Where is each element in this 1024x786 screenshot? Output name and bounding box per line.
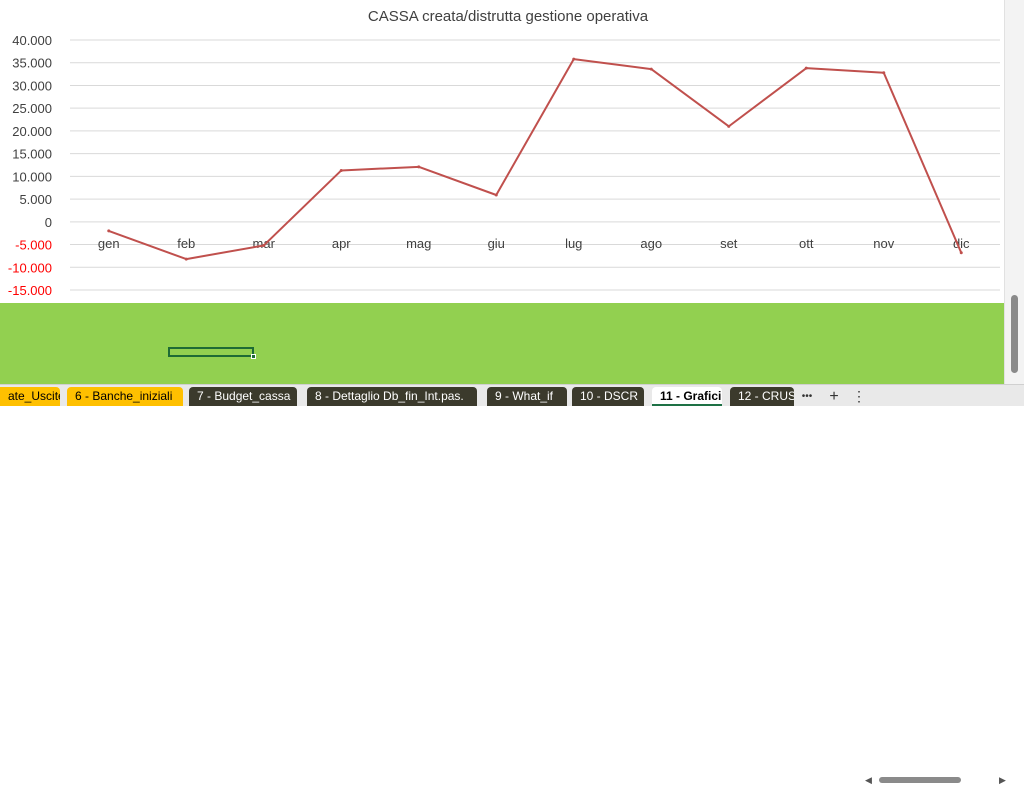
x-tick-label: giu xyxy=(488,236,505,251)
right-arrow-icon[interactable]: ▶ xyxy=(999,775,1006,785)
tab-crus[interactable]: 12 - CRUS xyxy=(730,387,794,406)
x-tick-label: feb xyxy=(177,236,195,251)
data-point[interactable] xyxy=(727,124,731,128)
y-tick-label: 15.000 xyxy=(12,147,52,162)
y-tick-label: 40.000 xyxy=(12,33,52,48)
y-tick-label: 5.000 xyxy=(19,192,52,207)
y-tick-label: -10.000 xyxy=(8,260,52,275)
x-tick-label: apr xyxy=(332,236,351,251)
tab-grafici[interactable]: 11 - Grafici xyxy=(652,387,722,406)
add-sheet-button[interactable]: + xyxy=(829,388,839,405)
x-tick-label: mag xyxy=(406,236,431,251)
data-point[interactable] xyxy=(649,67,653,71)
series-line[interactable] xyxy=(108,58,963,261)
x-tick-label: dic xyxy=(953,236,970,251)
y-tick-label: 25.000 xyxy=(12,101,52,116)
left-arrow-icon[interactable]: ◀ xyxy=(865,775,872,785)
more-tabs-button[interactable]: ••• xyxy=(801,391,813,402)
tab-dettaglio-db[interactable]: 8 - Dettaglio Db_fin_Int.pas. xyxy=(307,387,477,406)
selected-cell[interactable] xyxy=(168,347,254,357)
tab-options-button[interactable]: ⋮ xyxy=(852,388,866,404)
y-tick-label: 0 xyxy=(45,215,52,230)
tab-budget-cassa[interactable]: 7 - Budget_cassa xyxy=(189,387,297,406)
data-point[interactable] xyxy=(882,71,886,75)
x-tick-label: ott xyxy=(799,236,814,251)
tab-what-if[interactable]: 9 - What_if xyxy=(487,387,567,406)
data-point[interactable] xyxy=(417,165,421,169)
data-point[interactable] xyxy=(339,168,343,172)
y-tick-label: 35.000 xyxy=(12,56,52,71)
data-point[interactable] xyxy=(804,66,808,70)
y-tick-label: -5.000 xyxy=(15,238,52,253)
data-point[interactable] xyxy=(184,257,188,261)
tab-ate-uscite[interactable]: ate_Uscite xyxy=(0,387,60,406)
data-point[interactable] xyxy=(262,243,266,247)
data-point[interactable] xyxy=(494,193,498,197)
tab-dscr[interactable]: 10 - DSCR xyxy=(572,387,644,406)
data-point[interactable] xyxy=(959,251,963,255)
y-tick-label: 20.000 xyxy=(12,124,52,139)
x-tick-label: ago xyxy=(640,236,662,251)
y-tick-label: -15.000 xyxy=(8,283,52,298)
sheet-tab-bar: ate_Uscite 6 - Banche_iniziali 7 - Budge… xyxy=(0,384,1024,785)
horizontal-scrollbar[interactable]: ◀ ▶ xyxy=(863,774,1009,786)
chart-title: CASSA creata/distrutta gestione operativ… xyxy=(368,8,649,25)
data-point[interactable] xyxy=(107,229,111,233)
data-point[interactable] xyxy=(572,57,576,61)
x-tick-label: lug xyxy=(565,236,582,251)
line-chart[interactable]: CASSA creata/distrutta gestione operativ… xyxy=(0,0,1004,303)
fill-handle[interactable] xyxy=(251,354,256,359)
vertical-scroll-thumb[interactable] xyxy=(1011,295,1018,373)
y-tick-label: 10.000 xyxy=(12,169,52,184)
x-tick-label: gen xyxy=(98,236,120,251)
x-tick-label: set xyxy=(720,236,738,251)
horizontal-scroll-thumb[interactable] xyxy=(879,777,961,783)
tab-banche-iniziali[interactable]: 6 - Banche_iniziali xyxy=(67,387,183,406)
chart-area[interactable]: CASSA creata/distrutta gestione operativ… xyxy=(0,0,1004,303)
y-tick-label: 30.000 xyxy=(12,78,52,93)
green-cell-range[interactable] xyxy=(0,303,1004,384)
vertical-scrollbar[interactable] xyxy=(1004,0,1024,384)
x-tick-label: nov xyxy=(873,236,894,251)
